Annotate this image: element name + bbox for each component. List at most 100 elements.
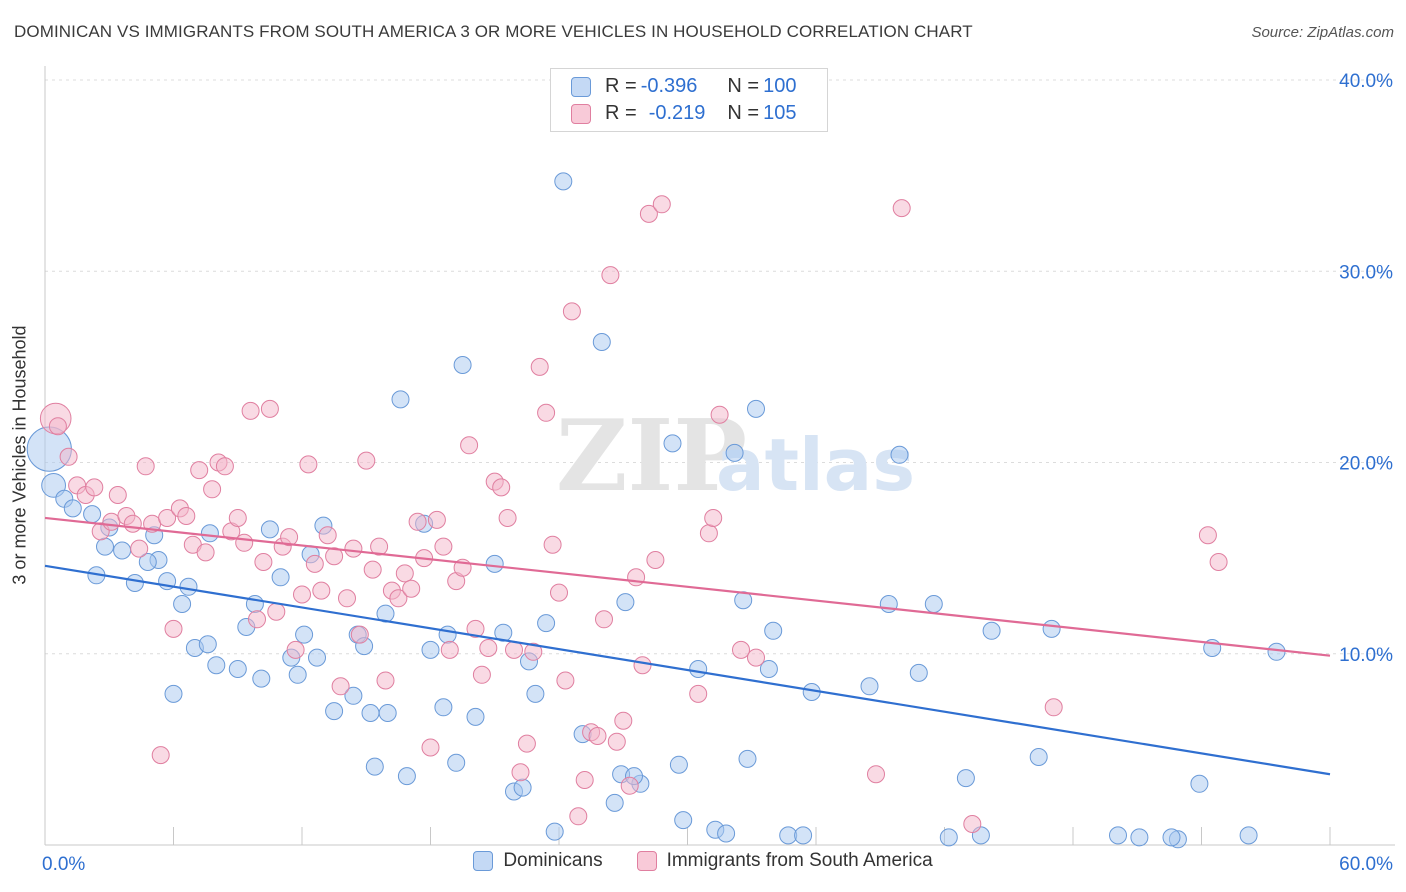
y-tick-label: 10.0% [1339,645,1393,666]
point-immigrants [389,589,408,608]
point-dominicans [438,625,457,644]
n-value: 105 [763,102,797,124]
point-dominicans [63,499,82,518]
point-immigrants [511,763,530,782]
point-dominicans [663,434,682,453]
point-dominicans [308,648,326,667]
point-dominicans [747,399,765,418]
point-immigrants [267,602,286,621]
point-immigrants [363,560,382,579]
point-immigrants [177,507,196,525]
y-tick-label: 30.0% [1339,262,1393,283]
point-dominicans [545,822,564,841]
point-immigrants [498,509,517,527]
stats-legend: R = -0.396 N = 100 R = -0.219 N = 105 [550,68,828,132]
point-dominicans [909,663,928,682]
x-tick-label-max: 60.0% [1339,854,1393,875]
point-dominicans [252,669,271,688]
point-immigrants [286,640,305,659]
point-immigrants [421,738,440,757]
chart-title: DOMINICAN VS IMMIGRANTS FROM SOUTH AMERI… [14,22,973,41]
trend-line-dominicans [44,564,1331,776]
point-dominicans [1190,774,1209,793]
data-points [26,172,1286,849]
point-dominicans [365,757,384,776]
point-immigrants [318,526,337,545]
point-dominicans [526,684,545,703]
point-immigrants [633,656,652,675]
r-label: R = [605,75,637,97]
point-immigrants [254,553,273,571]
point-dominicans [164,684,183,703]
point-immigrants [293,585,311,604]
point-dominicans [1267,642,1286,661]
point-dominicans [421,640,440,659]
point-immigrants [963,815,982,833]
point-immigrants [588,727,607,745]
point-immigrants [123,514,142,533]
point-immigrants [357,451,376,470]
point-dominicans [616,593,635,612]
y-tick-label: 20.0% [1339,454,1393,475]
n-value: 100 [763,75,797,97]
point-immigrants [136,457,155,476]
point-immigrants [575,771,594,789]
point-immigrants [196,543,215,562]
point-immigrants [652,195,671,214]
point-immigrants [331,677,350,696]
point-immigrants [620,776,639,795]
point-immigrants [607,732,626,751]
point-immigrants [704,509,723,527]
point-immigrants [408,512,427,531]
point-dominicans [485,554,504,573]
point-immigrants [710,405,729,424]
point-immigrants [537,403,556,422]
point-dominicans [295,625,314,644]
point-dominicans [138,553,157,571]
point-immigrants [235,533,254,552]
point-immigrants [228,509,247,527]
point-dominicans [860,677,879,696]
legend-item-dominicans[interactable]: Dominicans [473,850,603,872]
point-dominicans [288,665,307,684]
n-label: N = [727,102,760,124]
point-dominicans [434,698,453,717]
point-immigrants [524,642,543,661]
stats-swatch-dominicans [571,76,591,97]
point-dominicans [453,356,472,374]
point-dominicans [361,704,380,722]
point-dominicans [344,686,363,705]
point-dominicans [592,333,611,351]
point-dominicans [198,635,217,654]
point-immigrants [550,583,568,602]
legend-label-dominicans: Dominicans [503,850,603,871]
point-dominicans [1130,828,1149,847]
point-immigrants [215,457,234,476]
point-immigrants [732,640,750,659]
point-dominicans [956,769,975,788]
point-immigrants [646,551,665,569]
legend-label-immigrants: Immigrants from South America [666,850,933,871]
point-dominicans [113,541,132,560]
point-dominicans [605,793,624,812]
point-dominicans [924,595,943,613]
legend-item-immigrants[interactable]: Immigrants from South America [636,850,933,872]
point-dominicans [391,390,410,409]
point-immigrants [260,399,279,418]
point-dominicans [1109,826,1127,845]
point-dominicans [1162,828,1181,847]
point-immigrants [1209,553,1228,571]
point-dominicans [759,660,778,678]
point-immigrants [601,266,620,285]
point-dominicans [764,621,783,640]
point-immigrants [505,640,523,659]
point-immigrants [639,204,658,223]
point-dominicans [982,621,1001,640]
point-dominicans [260,520,279,539]
r-value: -0.396 [640,75,698,97]
point-dominicans [179,577,198,596]
point-immigrants [158,509,177,527]
point-dominicans [794,826,813,845]
point-immigrants [203,480,222,499]
